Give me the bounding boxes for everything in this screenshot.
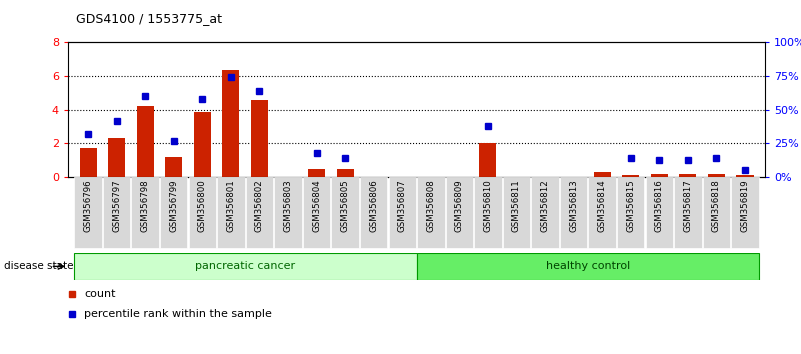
FancyBboxPatch shape <box>474 177 501 248</box>
Text: GSM356819: GSM356819 <box>740 179 750 232</box>
FancyBboxPatch shape <box>531 177 559 248</box>
Text: GSM356814: GSM356814 <box>598 179 606 232</box>
FancyBboxPatch shape <box>589 177 616 248</box>
Bar <box>479 143 497 177</box>
FancyBboxPatch shape <box>445 177 473 248</box>
FancyBboxPatch shape <box>617 177 645 248</box>
Text: GSM356798: GSM356798 <box>141 179 150 232</box>
Bar <box>622 175 639 177</box>
Text: percentile rank within the sample: percentile rank within the sample <box>84 309 272 319</box>
Text: GSM356802: GSM356802 <box>255 179 264 232</box>
FancyBboxPatch shape <box>417 253 759 280</box>
FancyBboxPatch shape <box>74 253 417 280</box>
Text: GSM356807: GSM356807 <box>398 179 407 232</box>
Text: healthy control: healthy control <box>545 261 630 272</box>
Bar <box>708 175 725 177</box>
Bar <box>650 174 668 177</box>
Bar <box>165 157 183 177</box>
FancyBboxPatch shape <box>388 177 416 248</box>
FancyBboxPatch shape <box>702 177 731 248</box>
Text: pancreatic cancer: pancreatic cancer <box>195 261 296 272</box>
Text: GSM356806: GSM356806 <box>369 179 378 232</box>
Text: GSM356803: GSM356803 <box>284 179 292 232</box>
FancyBboxPatch shape <box>417 177 445 248</box>
Bar <box>594 172 610 177</box>
Bar <box>137 106 154 177</box>
FancyBboxPatch shape <box>74 177 102 248</box>
Text: GSM356800: GSM356800 <box>198 179 207 232</box>
Bar <box>679 174 696 177</box>
Text: GSM356801: GSM356801 <box>227 179 235 232</box>
FancyBboxPatch shape <box>674 177 702 248</box>
FancyBboxPatch shape <box>103 177 131 248</box>
FancyBboxPatch shape <box>560 177 587 248</box>
Text: GSM356797: GSM356797 <box>112 179 121 232</box>
FancyBboxPatch shape <box>160 177 187 248</box>
FancyBboxPatch shape <box>274 177 302 248</box>
Text: GSM356809: GSM356809 <box>455 179 464 232</box>
Bar <box>251 101 268 177</box>
Bar <box>108 138 125 177</box>
Text: GSM356799: GSM356799 <box>169 179 179 232</box>
FancyBboxPatch shape <box>188 177 216 248</box>
Text: GSM356818: GSM356818 <box>712 179 721 232</box>
FancyBboxPatch shape <box>360 177 388 248</box>
Text: GSM356805: GSM356805 <box>340 179 349 232</box>
Text: GSM356817: GSM356817 <box>683 179 692 232</box>
Bar <box>308 170 325 177</box>
FancyBboxPatch shape <box>246 177 273 248</box>
Bar <box>79 148 97 177</box>
Text: GDS4100 / 1553775_at: GDS4100 / 1553775_at <box>76 12 222 25</box>
Text: count: count <box>84 289 115 299</box>
Text: GSM356804: GSM356804 <box>312 179 321 232</box>
FancyBboxPatch shape <box>332 177 359 248</box>
Text: GSM356796: GSM356796 <box>83 179 93 232</box>
Text: GSM356811: GSM356811 <box>512 179 521 232</box>
Text: disease state: disease state <box>4 261 74 272</box>
Text: GSM356812: GSM356812 <box>541 179 549 232</box>
Text: GSM356808: GSM356808 <box>426 179 435 232</box>
FancyBboxPatch shape <box>503 177 530 248</box>
Text: GSM356816: GSM356816 <box>654 179 664 232</box>
Bar <box>336 170 354 177</box>
FancyBboxPatch shape <box>646 177 673 248</box>
FancyBboxPatch shape <box>131 177 159 248</box>
Text: GSM356815: GSM356815 <box>626 179 635 232</box>
FancyBboxPatch shape <box>217 177 244 248</box>
FancyBboxPatch shape <box>303 177 330 248</box>
FancyBboxPatch shape <box>731 177 759 248</box>
Text: GSM356813: GSM356813 <box>569 179 578 232</box>
Bar <box>194 112 211 177</box>
Bar <box>223 70 239 177</box>
Text: GSM356810: GSM356810 <box>484 179 493 232</box>
Bar <box>736 175 754 177</box>
